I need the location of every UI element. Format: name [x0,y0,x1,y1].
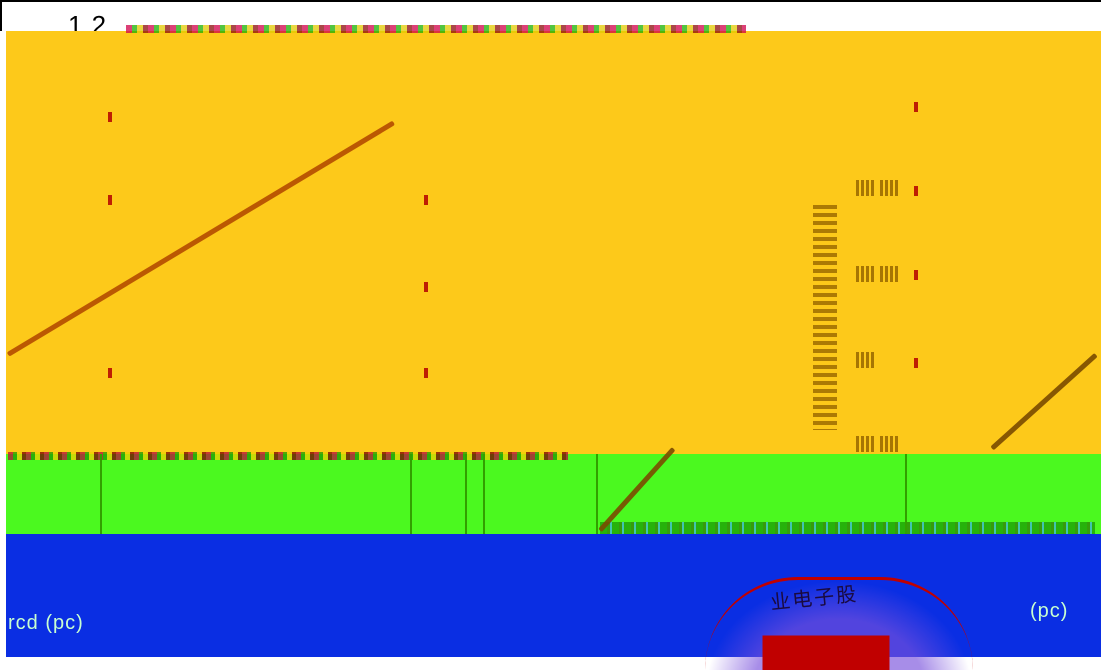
glyph-block [856,180,874,196]
noise-strip-middle [8,452,568,460]
green-divider-5 [596,454,598,534]
glyph-block [856,436,874,452]
marker [914,186,918,196]
marker [424,195,428,205]
yellow-band [6,31,1101,454]
glyph-block [880,266,898,282]
right-label: (pc) [1030,600,1069,622]
left-label: rcd (pc) [8,612,84,634]
green-divider-2 [410,454,412,534]
green-divider-1 [100,454,102,534]
marker [914,358,918,368]
marker [914,102,918,112]
marker [108,195,112,205]
noise-strip-green [600,522,1095,534]
marker [424,368,428,378]
green-divider-4 [483,454,485,534]
marker [108,112,112,122]
glyph-block [880,180,898,196]
noise-strip-top [126,25,746,33]
green-divider-6 [905,454,907,534]
red-stamp-seal [705,577,973,670]
marker [424,282,428,292]
marker [914,270,918,280]
rotated-text-smear [813,205,837,430]
glyph-block [856,266,874,282]
glyph-block [880,436,898,452]
marker [108,368,112,378]
glyph-block [856,352,874,368]
green-band [6,454,1101,534]
green-divider-3 [465,454,467,534]
